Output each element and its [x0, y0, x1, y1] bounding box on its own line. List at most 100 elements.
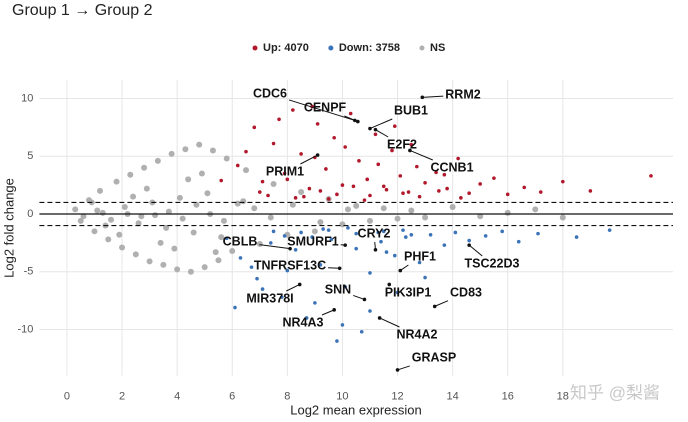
leader-line	[434, 300, 449, 307]
point	[392, 124, 397, 129]
gene-point	[467, 243, 471, 247]
point	[398, 174, 403, 178]
point	[235, 163, 240, 168]
point	[260, 179, 265, 184]
gene-point	[362, 297, 367, 302]
point	[234, 200, 241, 207]
gene-point	[395, 368, 400, 372]
point	[244, 149, 248, 154]
point	[467, 191, 471, 195]
gene-label: PHF1	[404, 249, 436, 263]
point	[343, 145, 347, 149]
gene-label: CRY2	[358, 226, 391, 240]
leader-line	[369, 118, 393, 129]
gene-label: SMURF1	[287, 234, 338, 248]
point	[80, 213, 87, 220]
gene-point	[420, 95, 425, 100]
point	[532, 206, 539, 213]
x-tick-label: 4	[174, 391, 180, 403]
x-tick-label: 8	[284, 391, 290, 403]
gene-label: TSC22D3	[465, 256, 520, 270]
point	[157, 239, 164, 246]
gene-label: BUB1	[394, 103, 428, 117]
point	[99, 209, 106, 216]
point	[423, 275, 427, 280]
point	[417, 194, 422, 199]
point	[291, 108, 295, 112]
point	[135, 220, 142, 227]
point	[187, 268, 194, 275]
leader-line	[353, 294, 365, 300]
gene-label: GRASP	[412, 350, 456, 364]
point	[607, 228, 612, 232]
point	[442, 172, 447, 177]
point	[252, 125, 257, 130]
x-tick-label: 12	[391, 391, 403, 403]
point	[271, 229, 276, 234]
gene-point	[408, 148, 412, 153]
point	[415, 164, 419, 169]
point	[298, 189, 305, 196]
point	[561, 179, 565, 184]
point	[422, 214, 429, 221]
point	[368, 271, 372, 275]
point	[185, 176, 192, 183]
gene-label: NR4A2	[397, 327, 438, 341]
point	[91, 228, 98, 235]
point	[408, 207, 415, 214]
watermark: 知乎 @梨酱	[570, 383, 660, 402]
point	[282, 171, 287, 176]
point	[240, 198, 247, 205]
point	[201, 264, 208, 271]
point	[249, 265, 254, 269]
point	[190, 229, 197, 236]
point	[299, 230, 303, 235]
leader-line	[344, 115, 359, 123]
chart-title: Group 1 → Group 2	[12, 2, 153, 19]
point	[368, 309, 372, 313]
point	[143, 185, 150, 192]
point	[113, 178, 120, 185]
leader-line	[328, 267, 340, 269]
point	[359, 330, 364, 334]
point	[127, 171, 134, 178]
y-tick-label: 0	[27, 208, 33, 220]
point	[285, 268, 290, 273]
point	[536, 231, 540, 236]
point	[588, 189, 593, 193]
gene-point	[373, 127, 378, 132]
point	[251, 205, 258, 212]
point	[434, 170, 438, 175]
point	[459, 196, 463, 200]
point	[478, 182, 482, 186]
point	[315, 122, 320, 126]
gene-label: PRIM1	[266, 164, 304, 178]
point	[392, 253, 397, 258]
point	[376, 230, 381, 235]
point	[332, 135, 336, 140]
point	[182, 146, 189, 153]
point	[409, 142, 414, 147]
x-tick-label: 2	[119, 391, 125, 403]
point	[384, 250, 389, 254]
point	[538, 190, 543, 194]
point	[406, 190, 411, 194]
legend-label: NS	[430, 42, 445, 54]
point	[376, 162, 381, 167]
point	[215, 257, 222, 264]
leader-line	[288, 99, 355, 121]
point	[212, 249, 219, 256]
point	[282, 234, 287, 238]
point	[409, 232, 414, 237]
gene-point	[315, 153, 320, 157]
point	[269, 241, 273, 245]
point	[256, 241, 263, 248]
point	[160, 261, 167, 268]
point	[257, 190, 262, 194]
gene-label: RRM2	[445, 87, 480, 101]
gene-label: E2F2	[387, 137, 417, 151]
point	[344, 206, 351, 213]
leader-line	[321, 309, 335, 316]
point	[381, 184, 386, 189]
point	[445, 186, 449, 191]
